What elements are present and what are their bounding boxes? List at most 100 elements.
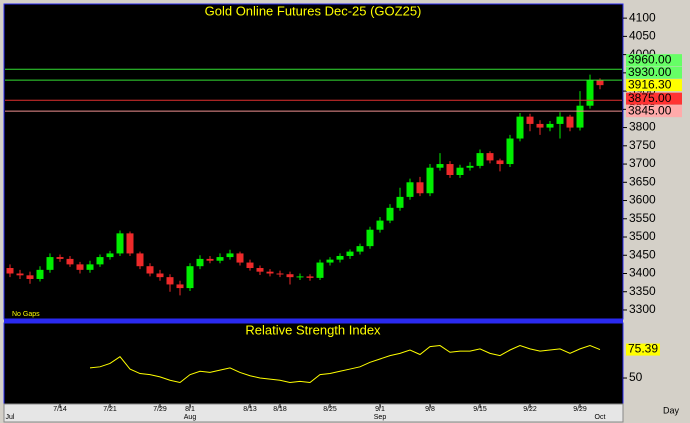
candle-body — [376, 220, 384, 230]
candle-body — [486, 153, 494, 161]
panel-separator — [4, 319, 623, 323]
y-tick-label: 50 — [629, 370, 643, 384]
x-tick-label: 8/25 — [323, 406, 337, 413]
rsi-last-label: 75.39 — [628, 342, 658, 356]
candle-body — [346, 251, 354, 256]
month-label: Aug — [184, 414, 197, 421]
y-tick-label: 3650 — [629, 174, 656, 188]
candle-body — [576, 105, 584, 128]
y-tick-label: 3750 — [629, 138, 656, 152]
candle-body — [556, 116, 564, 124]
candle-body — [16, 273, 24, 276]
y-tick-label: 3600 — [629, 193, 656, 207]
candle-body — [406, 182, 414, 197]
candle-body — [506, 138, 514, 165]
candle-body — [426, 167, 434, 194]
candle-body — [66, 258, 74, 265]
candle-body — [596, 80, 604, 86]
level-label-bg — [626, 79, 682, 92]
candle-body — [276, 273, 284, 275]
level-label-bg — [626, 105, 682, 118]
rsi-title: Relative Strength Index — [245, 322, 381, 337]
x-tick-label: 7/21 — [103, 406, 117, 413]
candle-body — [316, 262, 324, 278]
level-label: 3960.00 — [628, 52, 672, 66]
y-tick-label: 4100 — [629, 10, 656, 24]
candle-body — [566, 116, 574, 128]
level-label-bg — [626, 92, 682, 105]
candle-body — [76, 264, 84, 270]
x-tick-label: 7/29 — [153, 406, 167, 413]
candle-body — [196, 258, 204, 267]
candle-body — [136, 253, 144, 267]
candle-body — [366, 229, 374, 247]
candle-body — [106, 253, 114, 258]
candle-body — [6, 268, 14, 274]
x-tick-label: 9/22 — [523, 406, 537, 413]
x-unit-label: Day — [663, 405, 680, 415]
candle-body — [246, 262, 254, 269]
x-tick-label: 8/18 — [273, 406, 287, 413]
candle-body — [536, 123, 544, 128]
candle-body — [446, 164, 454, 175]
level-label-bg — [626, 66, 682, 79]
rsi-label-bg — [626, 343, 660, 356]
x-tick-label: 9/1 — [375, 406, 385, 413]
y-tick-label: 3400 — [629, 266, 656, 280]
month-label: Sep — [374, 414, 387, 421]
x-tick-label: 7/14 — [53, 406, 67, 413]
candle-body — [296, 276, 304, 278]
candle-body — [396, 196, 404, 208]
candle-body — [176, 284, 184, 289]
candle-body — [546, 123, 554, 128]
candle-body — [326, 259, 334, 263]
candle-body — [146, 266, 154, 274]
y-tick-label: 3700 — [629, 156, 656, 170]
y-tick-label: 3450 — [629, 247, 656, 261]
candle-body — [526, 116, 534, 124]
x-tick-label: 9/8 — [425, 406, 435, 413]
candle-body — [156, 273, 164, 278]
candle-body — [216, 257, 224, 261]
x-tick-label: 9/15 — [473, 406, 487, 413]
candle-body — [416, 182, 424, 194]
candle-body — [236, 253, 244, 263]
price-panel — [3, 3, 624, 320]
candle-body — [586, 80, 594, 106]
candle-body — [166, 277, 174, 285]
candle-body — [496, 160, 504, 165]
candle-body — [306, 276, 314, 278]
candle-body — [46, 257, 54, 270]
rsi-line — [89, 344, 601, 384]
candle-body — [226, 253, 234, 258]
candle-body — [266, 271, 274, 274]
candle-body — [26, 275, 34, 279]
candle-body — [456, 167, 464, 175]
y-tick-label: 3500 — [629, 229, 656, 243]
candle-body — [286, 274, 294, 278]
candle-body — [86, 264, 94, 270]
rsi-panel — [3, 322, 624, 405]
level-label: 3916.30 — [628, 77, 672, 91]
candle-body — [436, 164, 444, 168]
candle-body — [126, 233, 134, 254]
y-tick-label: 3300 — [629, 302, 656, 316]
level-label: 3875.00 — [628, 91, 672, 105]
candle-body — [206, 258, 214, 261]
level-label: 3845.00 — [628, 103, 672, 117]
level-label: 3930.00 — [628, 65, 672, 79]
month-label: Jul — [6, 414, 15, 421]
candle-body — [336, 255, 344, 260]
candle-body — [256, 268, 264, 272]
candle-body — [516, 116, 524, 139]
note: No Gaps — [12, 311, 40, 318]
y-tick-label: 4050 — [629, 29, 656, 43]
x-axis-strip — [3, 403, 624, 423]
x-tick-label: 9/29 — [573, 406, 587, 413]
level-label-bg — [626, 54, 682, 67]
candle-body — [36, 269, 44, 279]
candle-body — [476, 153, 484, 166]
candle-body — [116, 233, 124, 254]
month-label: Oct — [595, 414, 606, 421]
